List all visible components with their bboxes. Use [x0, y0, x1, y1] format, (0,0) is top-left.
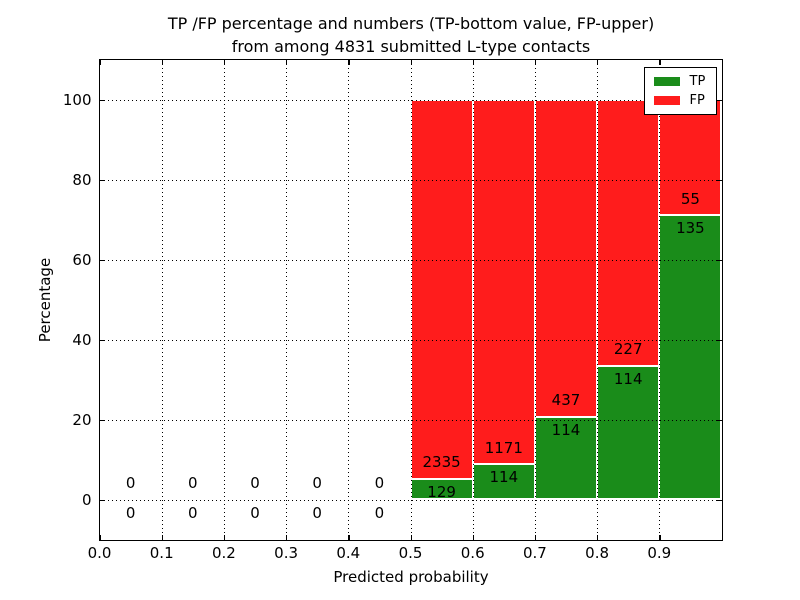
- y-tick-label: 20: [72, 410, 92, 429]
- x-tick-mark: [286, 534, 288, 540]
- x-tick-mark-top: [597, 59, 599, 65]
- fp-count-label: 0: [125, 474, 136, 492]
- fp-bar-segment: [410, 99, 473, 479]
- fp-bar-segment: [534, 99, 598, 417]
- y-tick-mark-right: [716, 419, 722, 421]
- y-tick-mark: [99, 259, 105, 261]
- fp-count-label: 55: [680, 189, 700, 208]
- x-tick-label: 0.3: [274, 543, 299, 562]
- fp-count-label: 1171: [484, 438, 523, 457]
- fp-count-label: 0: [250, 474, 260, 492]
- tp-bar-segment: [597, 365, 660, 500]
- tp-count-label: 0: [125, 503, 136, 522]
- x-tick-mark-top: [659, 59, 661, 65]
- chart-title: TP /FP percentage and numbers (TP-bottom…: [100, 12, 722, 58]
- x-tick-label: 0.1: [149, 543, 174, 562]
- x-tick-label: 0.2: [211, 543, 236, 562]
- x-tick-mark-top: [99, 59, 101, 65]
- y-tick-mark-right: [716, 499, 722, 501]
- x-tick-mark: [223, 534, 226, 540]
- y-tick-mark-right: [716, 99, 722, 101]
- x-tick-label: 0.5: [398, 543, 423, 562]
- legend-label-tp: TP: [689, 73, 706, 89]
- gridline-vertical: [472, 59, 474, 540]
- y-tick-mark: [99, 179, 105, 181]
- y-tick-label: 60: [72, 250, 92, 269]
- x-tick-mark: [597, 534, 599, 540]
- gridline-vertical: [286, 59, 288, 540]
- tp-bar-segment: [659, 215, 722, 500]
- gridline-vertical: [161, 59, 163, 540]
- fp-count-label: 227: [613, 340, 643, 359]
- tp-count-label: 114: [551, 420, 581, 439]
- x-tick-label: 0.6: [460, 543, 485, 562]
- x-tick-label: 0.4: [336, 543, 361, 562]
- x-tick-label: 0.7: [522, 543, 547, 562]
- tp-count-label: 0: [250, 503, 260, 522]
- fp-count-label: 0: [374, 474, 385, 492]
- fp-count-label: 0: [312, 474, 322, 492]
- tp-count-label: 135: [676, 219, 705, 238]
- y-tick-mark: [99, 99, 105, 101]
- x-tick-label: 0.8: [585, 543, 610, 562]
- plot-area: TP FP 0.0 0.1 0.2 0.3 0.4 0.5 0.6 0.7 0.8 0.9 0 20 40…: [63, 58, 723, 562]
- y-tick-mark-right: [716, 179, 722, 181]
- tp-bar-segment: [534, 416, 598, 500]
- chart-title-line1: TP /FP percentage and numbers (TP-bottom…: [167, 14, 655, 33]
- tp-count-label: 0: [312, 503, 322, 522]
- fp-bar-segment: [472, 99, 535, 465]
- x-tick-mark-top: [286, 59, 288, 65]
- y-tick-label: 40: [72, 330, 92, 349]
- x-tick-mark-top: [472, 59, 474, 65]
- x-tick-mark: [348, 534, 350, 540]
- x-tick-mark-top: [348, 59, 350, 65]
- tp-count-label: 0: [188, 503, 198, 522]
- chart-title-line2: from among 4831 submitted L-type contact…: [231, 37, 591, 56]
- x-tick-mark-top: [161, 59, 163, 65]
- fp-count-label: 437: [551, 391, 581, 410]
- gridline-vertical: [223, 59, 226, 540]
- x-tick-mark: [99, 534, 101, 540]
- gridline-vertical: [659, 59, 661, 540]
- gridline-vertical: [348, 59, 350, 540]
- fp-count-label: 2335: [422, 453, 461, 472]
- y-tick-mark: [99, 419, 105, 421]
- x-tick-mark-top: [534, 59, 537, 65]
- tp-count-label: 0: [374, 503, 385, 522]
- y-tick-label: 0: [81, 490, 92, 509]
- legend-swatch-tp: [653, 76, 680, 86]
- fp-count-label: 0: [188, 474, 198, 492]
- gridline-vertical: [534, 59, 537, 540]
- x-tick-mark: [472, 534, 474, 540]
- legend-row-tp: TP: [653, 72, 712, 91]
- legend-label-fp: FP: [689, 92, 705, 108]
- y-tick-mark: [99, 499, 105, 501]
- y-tick-mark: [99, 339, 105, 341]
- tp-bar-segment: [472, 464, 535, 500]
- y-tick-label: 100: [62, 90, 92, 109]
- tp-count-label: 129: [427, 482, 456, 501]
- x-axis-label: Predicted probability: [333, 568, 489, 586]
- fp-bar-segment: [597, 99, 660, 366]
- x-tick-label: 0.9: [647, 543, 672, 562]
- tp-count-label: 114: [613, 369, 643, 388]
- x-tick-mark: [410, 534, 412, 540]
- y-tick-mark-right: [716, 259, 722, 261]
- x-tick-label: 0.0: [87, 543, 112, 562]
- x-tick-mark-top: [223, 59, 226, 65]
- legend: TP FP: [643, 66, 717, 115]
- gridline-vertical: [410, 59, 412, 540]
- y-tick-mark-right: [716, 339, 722, 341]
- x-tick-mark: [659, 534, 661, 540]
- x-tick-mark: [161, 534, 163, 540]
- legend-swatch-fp: [653, 95, 680, 105]
- legend-row-fp: FP: [653, 91, 712, 110]
- x-tick-mark-top: [410, 59, 412, 65]
- tp-count-label: 114: [489, 468, 519, 487]
- gridline-vertical: [597, 59, 599, 540]
- y-tick-label: 80: [72, 170, 92, 189]
- x-tick-mark: [534, 534, 537, 540]
